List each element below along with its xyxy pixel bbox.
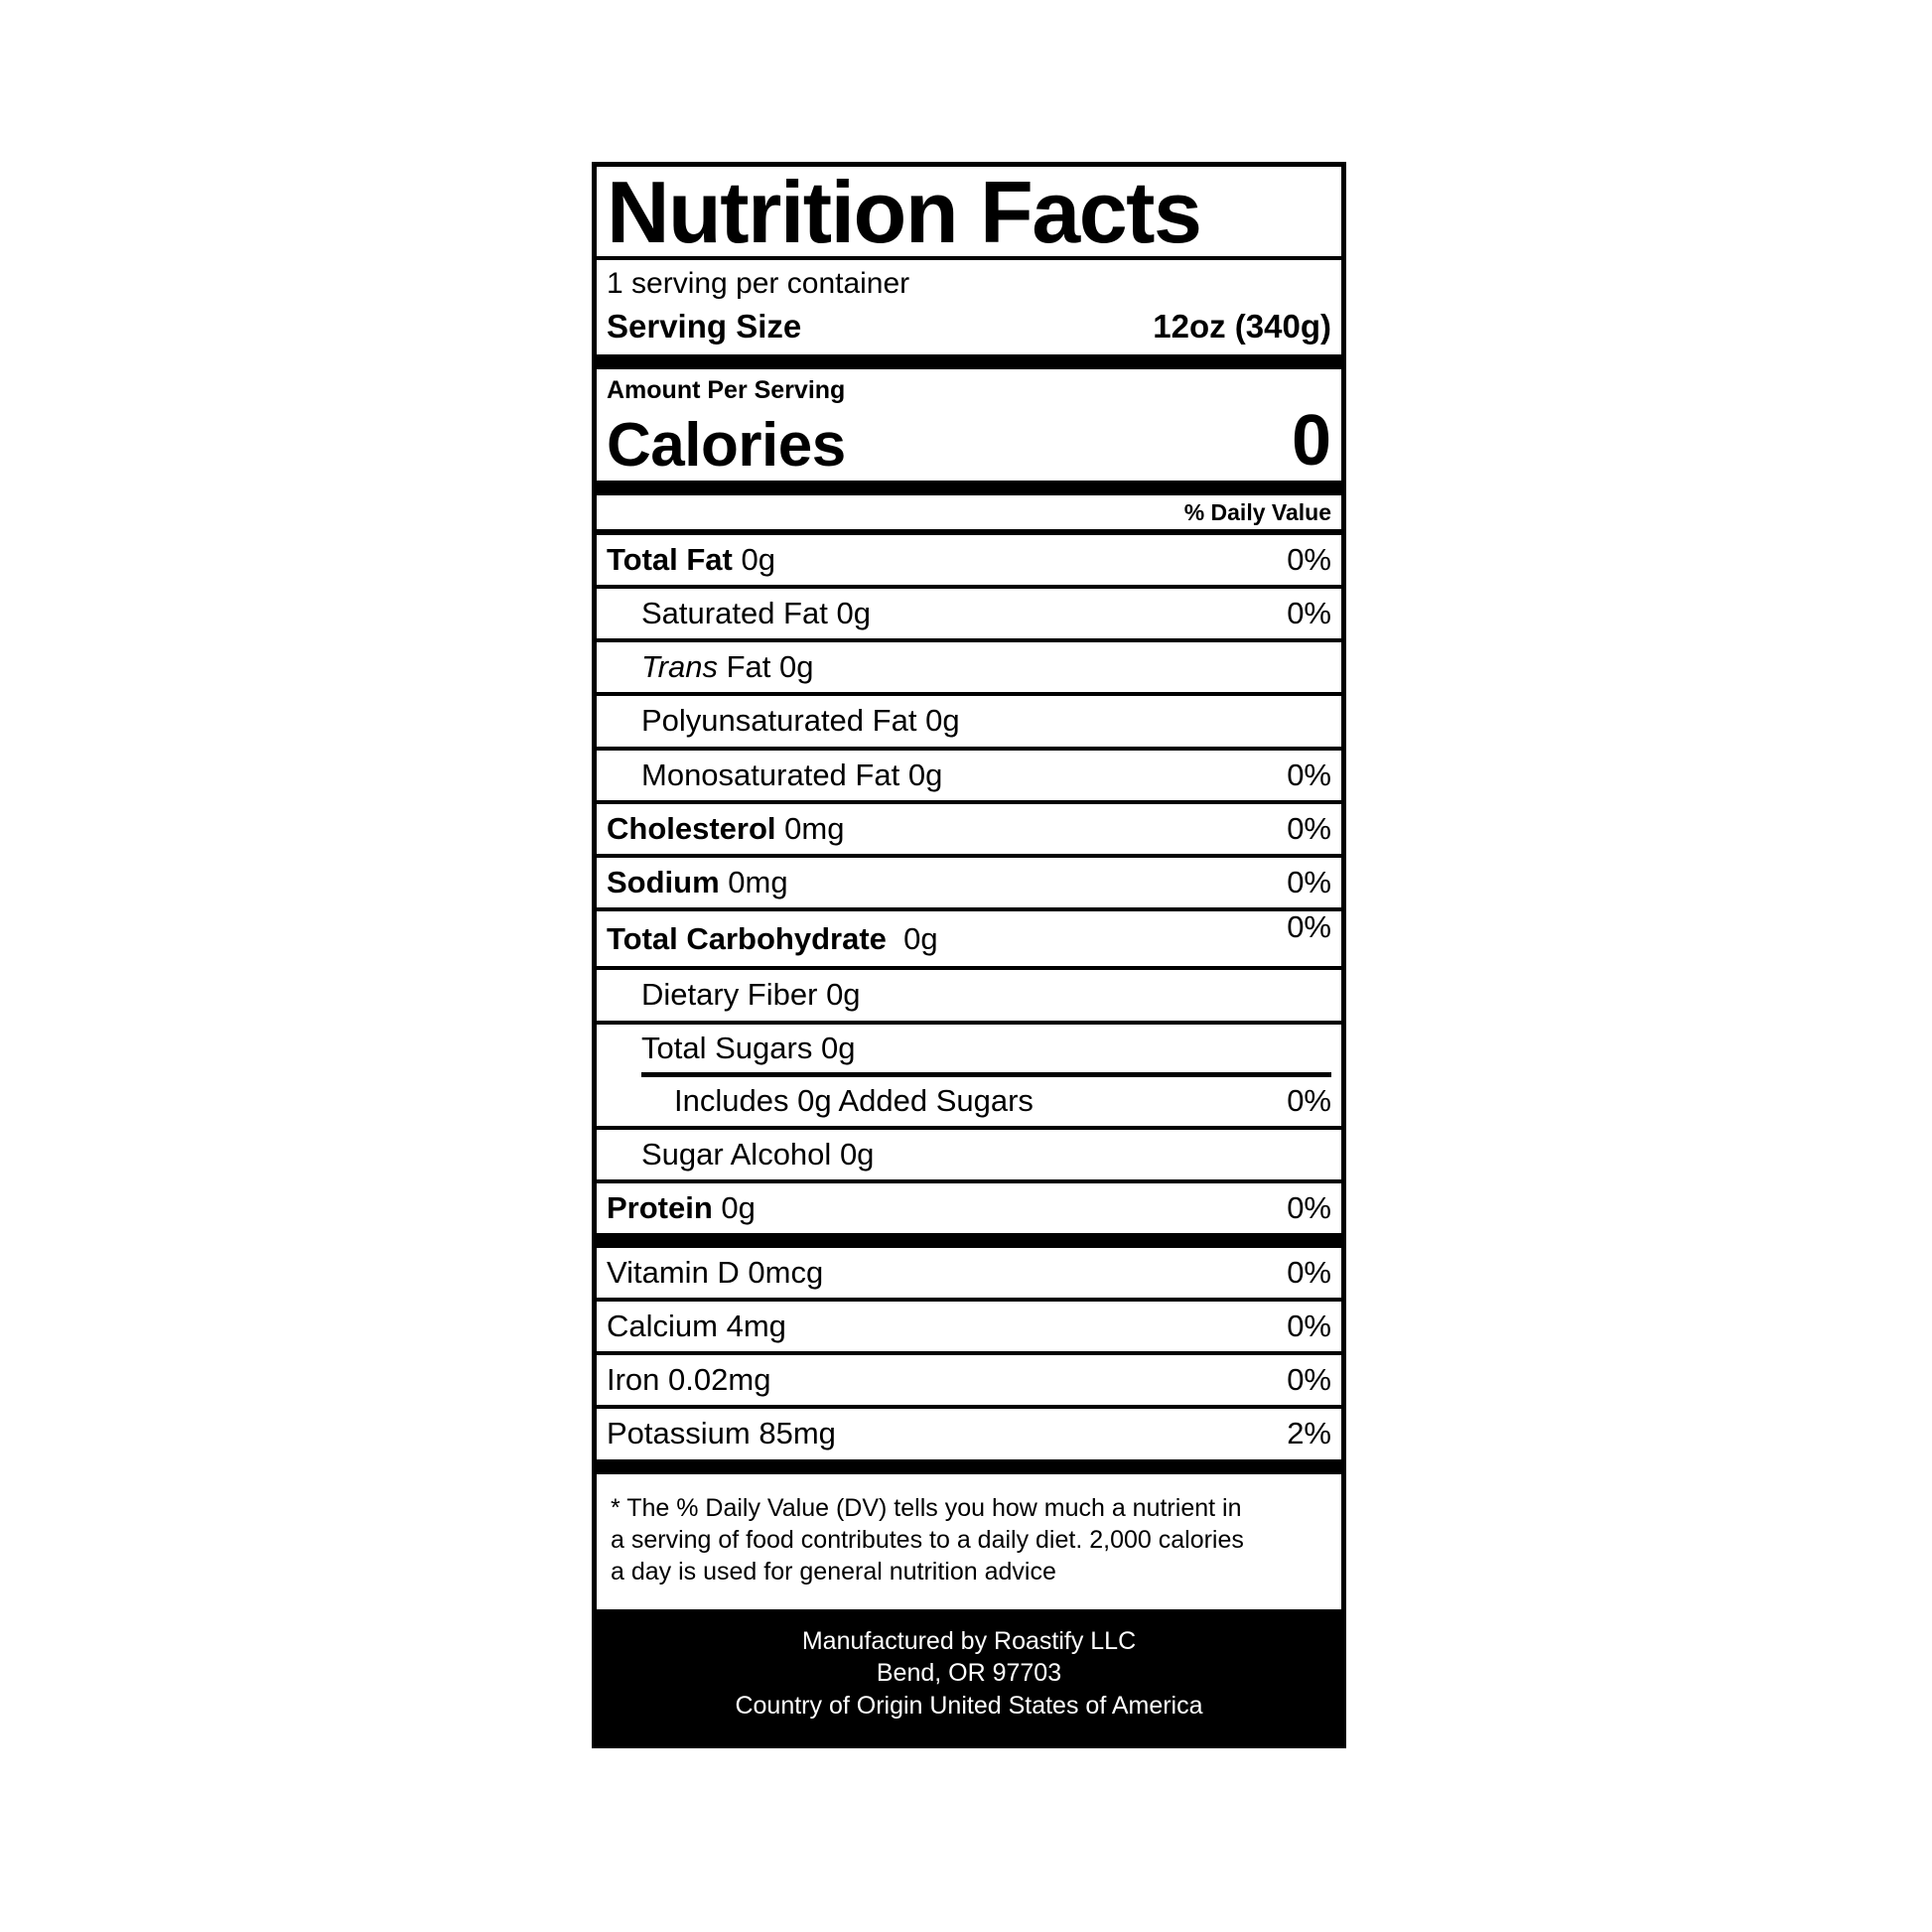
row-label: Polyunsaturated Fat — [641, 703, 917, 739]
footnote-line-3: a day is used for general nutrition advi… — [611, 1557, 1056, 1586]
row-amount: 0g — [836, 596, 871, 631]
servings-per-container: 1 serving per container — [607, 267, 910, 301]
thick-divider-micronutrients — [597, 1232, 1341, 1248]
table-row-iron: Iron 0.02mg 0% — [597, 1355, 1341, 1410]
thick-divider-calories — [597, 353, 1341, 369]
row-dv: 2% — [1287, 1416, 1331, 1451]
calories-row: Calories 0 — [597, 405, 1341, 481]
table-row-vitamin-d: Vitamin D 0mcg 0% — [597, 1248, 1341, 1303]
calories-block: Amount Per Serving Calories 0 — [597, 369, 1341, 481]
serving-size-value: 12oz (340g) — [1153, 307, 1331, 345]
daily-value-header: % Daily Value — [597, 495, 1341, 535]
row-dv: 0% — [1287, 1254, 1331, 1290]
table-row-total-fat: Total Fat 0g 0% — [597, 535, 1341, 590]
row-label: Saturated Fat — [641, 596, 828, 631]
table-row-sugars: Total Sugars 0g Includes 0g Added Sugars… — [597, 1025, 1341, 1130]
footnote-line-2: a serving of food contributes to a daily… — [611, 1525, 1244, 1554]
serving-info-block: 1 serving per container Serving Size 12o… — [597, 260, 1341, 353]
table-row-dietary-fiber: Dietary Fiber 0g — [597, 970, 1341, 1025]
row-label: Iron 0.02mg — [607, 1362, 771, 1398]
row-dv: 0% — [1287, 1362, 1331, 1398]
table-row-calcium: Calcium 4mg 0% — [597, 1302, 1341, 1356]
table-row-total-carbohydrate: Total Carbohydrate 0g 0% — [597, 909, 1341, 971]
calories-value: 0 — [1291, 400, 1331, 481]
table-row-polyunsaturated-fat: Polyunsaturated Fat 0g — [597, 696, 1341, 751]
row-label: Protein — [607, 1189, 713, 1225]
serving-size-row: Serving Size 12oz (340g) — [597, 306, 1341, 354]
row-dv: 0% — [1287, 596, 1331, 631]
table-row-protein: Protein 0g 0% — [597, 1183, 1341, 1233]
row-label: Cholesterol — [607, 810, 776, 846]
page-title: Nutrition Facts — [607, 163, 1202, 261]
row-dv: 0% — [1287, 757, 1331, 792]
row-dv: 0% — [1287, 541, 1331, 577]
row-amount: 0g — [907, 757, 943, 792]
row-label: Potassium 85mg — [607, 1416, 836, 1451]
row-label: Sodium — [607, 864, 720, 899]
nutrient-rows: Total Fat 0g 0% Saturated Fat 0g 0% Tran… — [597, 535, 1341, 1233]
thick-divider-footnote — [597, 1458, 1341, 1474]
row-dv: 0% — [1287, 1082, 1331, 1118]
total-sugars-line: Total Sugars 0g — [597, 1025, 1341, 1072]
added-sugars-divider — [597, 1071, 1341, 1077]
row-label: Sugar Alcohol — [641, 1136, 832, 1172]
row-label: Calcium 4mg — [607, 1309, 786, 1344]
row-amount: 0g — [721, 1189, 756, 1225]
calories-label: Calories — [607, 410, 846, 480]
row-dv: 0% — [1287, 909, 1331, 945]
row-amount: 0g — [826, 977, 861, 1013]
manufacturer-block: Manufactured by Roastify LLC Bend, OR 97… — [597, 1608, 1341, 1744]
row-amount: 0g — [820, 1030, 856, 1065]
row-amount: 0mg — [728, 864, 788, 899]
row-label: Total Carbohydrate — [607, 921, 887, 957]
row-label: Trans — [641, 649, 718, 685]
manufacturer-address: Bend, OR 97703 — [876, 1659, 1062, 1688]
daily-value-footnote: * The % Daily Value (DV) tells you how m… — [597, 1474, 1341, 1609]
row-label: Monosaturated Fat — [641, 757, 900, 792]
table-row-monosaturated-fat: Monosaturated Fat 0g 0% — [597, 751, 1341, 804]
title-block: Nutrition Facts — [597, 163, 1341, 261]
manufacturer-name: Manufactured by Roastify LLC — [801, 1626, 1137, 1655]
added-sugars-line: Includes 0g Added Sugars 0% — [597, 1077, 1341, 1126]
table-row-sodium: Sodium 0mg 0% — [597, 858, 1341, 912]
table-row-sugar-alcohol: Sugar Alcohol 0g — [597, 1130, 1341, 1183]
row-amount: 0g — [903, 921, 938, 957]
row-label: Total Fat — [607, 541, 733, 577]
row-amount: 0g — [839, 1136, 875, 1172]
table-row-cholesterol: Cholesterol 0mg 0% — [597, 804, 1341, 858]
serving-size-label: Serving Size — [607, 307, 802, 345]
micronutrient-rows: Vitamin D 0mcg 0% Calcium 4mg 0% Iron 0.… — [597, 1248, 1341, 1459]
row-amount: 0mg — [784, 810, 845, 846]
row-amount: 0g — [741, 541, 775, 577]
footnote-line-1: * The % Daily Value (DV) tells you how m… — [611, 1493, 1242, 1522]
table-row-saturated-fat: Saturated Fat 0g 0% — [597, 589, 1341, 643]
row-dv: 0% — [1287, 810, 1331, 846]
table-row-potassium: Potassium 85mg 2% — [597, 1409, 1341, 1458]
row-label: Dietary Fiber — [641, 977, 818, 1013]
row-dv: 0% — [1287, 1189, 1331, 1225]
row-label: Includes 0g Added Sugars — [674, 1082, 1034, 1118]
row-label: Total Sugars — [641, 1030, 813, 1065]
row-dv: 0% — [1287, 864, 1331, 899]
thick-divider-dv — [597, 480, 1341, 495]
row-label: Vitamin D 0mcg — [607, 1254, 824, 1290]
row-amount: Fat 0g — [726, 649, 814, 685]
country-of-origin: Country of Origin United States of Ameri… — [735, 1691, 1203, 1720]
row-dv: 0% — [1287, 1309, 1331, 1344]
amount-per-serving-label: Amount Per Serving — [607, 375, 846, 404]
row-amount: 0g — [925, 703, 960, 739]
table-row-trans-fat: Trans Fat 0g — [597, 642, 1341, 697]
nutrition-facts-panel: Nutrition Facts 1 serving per container … — [592, 162, 1346, 1749]
